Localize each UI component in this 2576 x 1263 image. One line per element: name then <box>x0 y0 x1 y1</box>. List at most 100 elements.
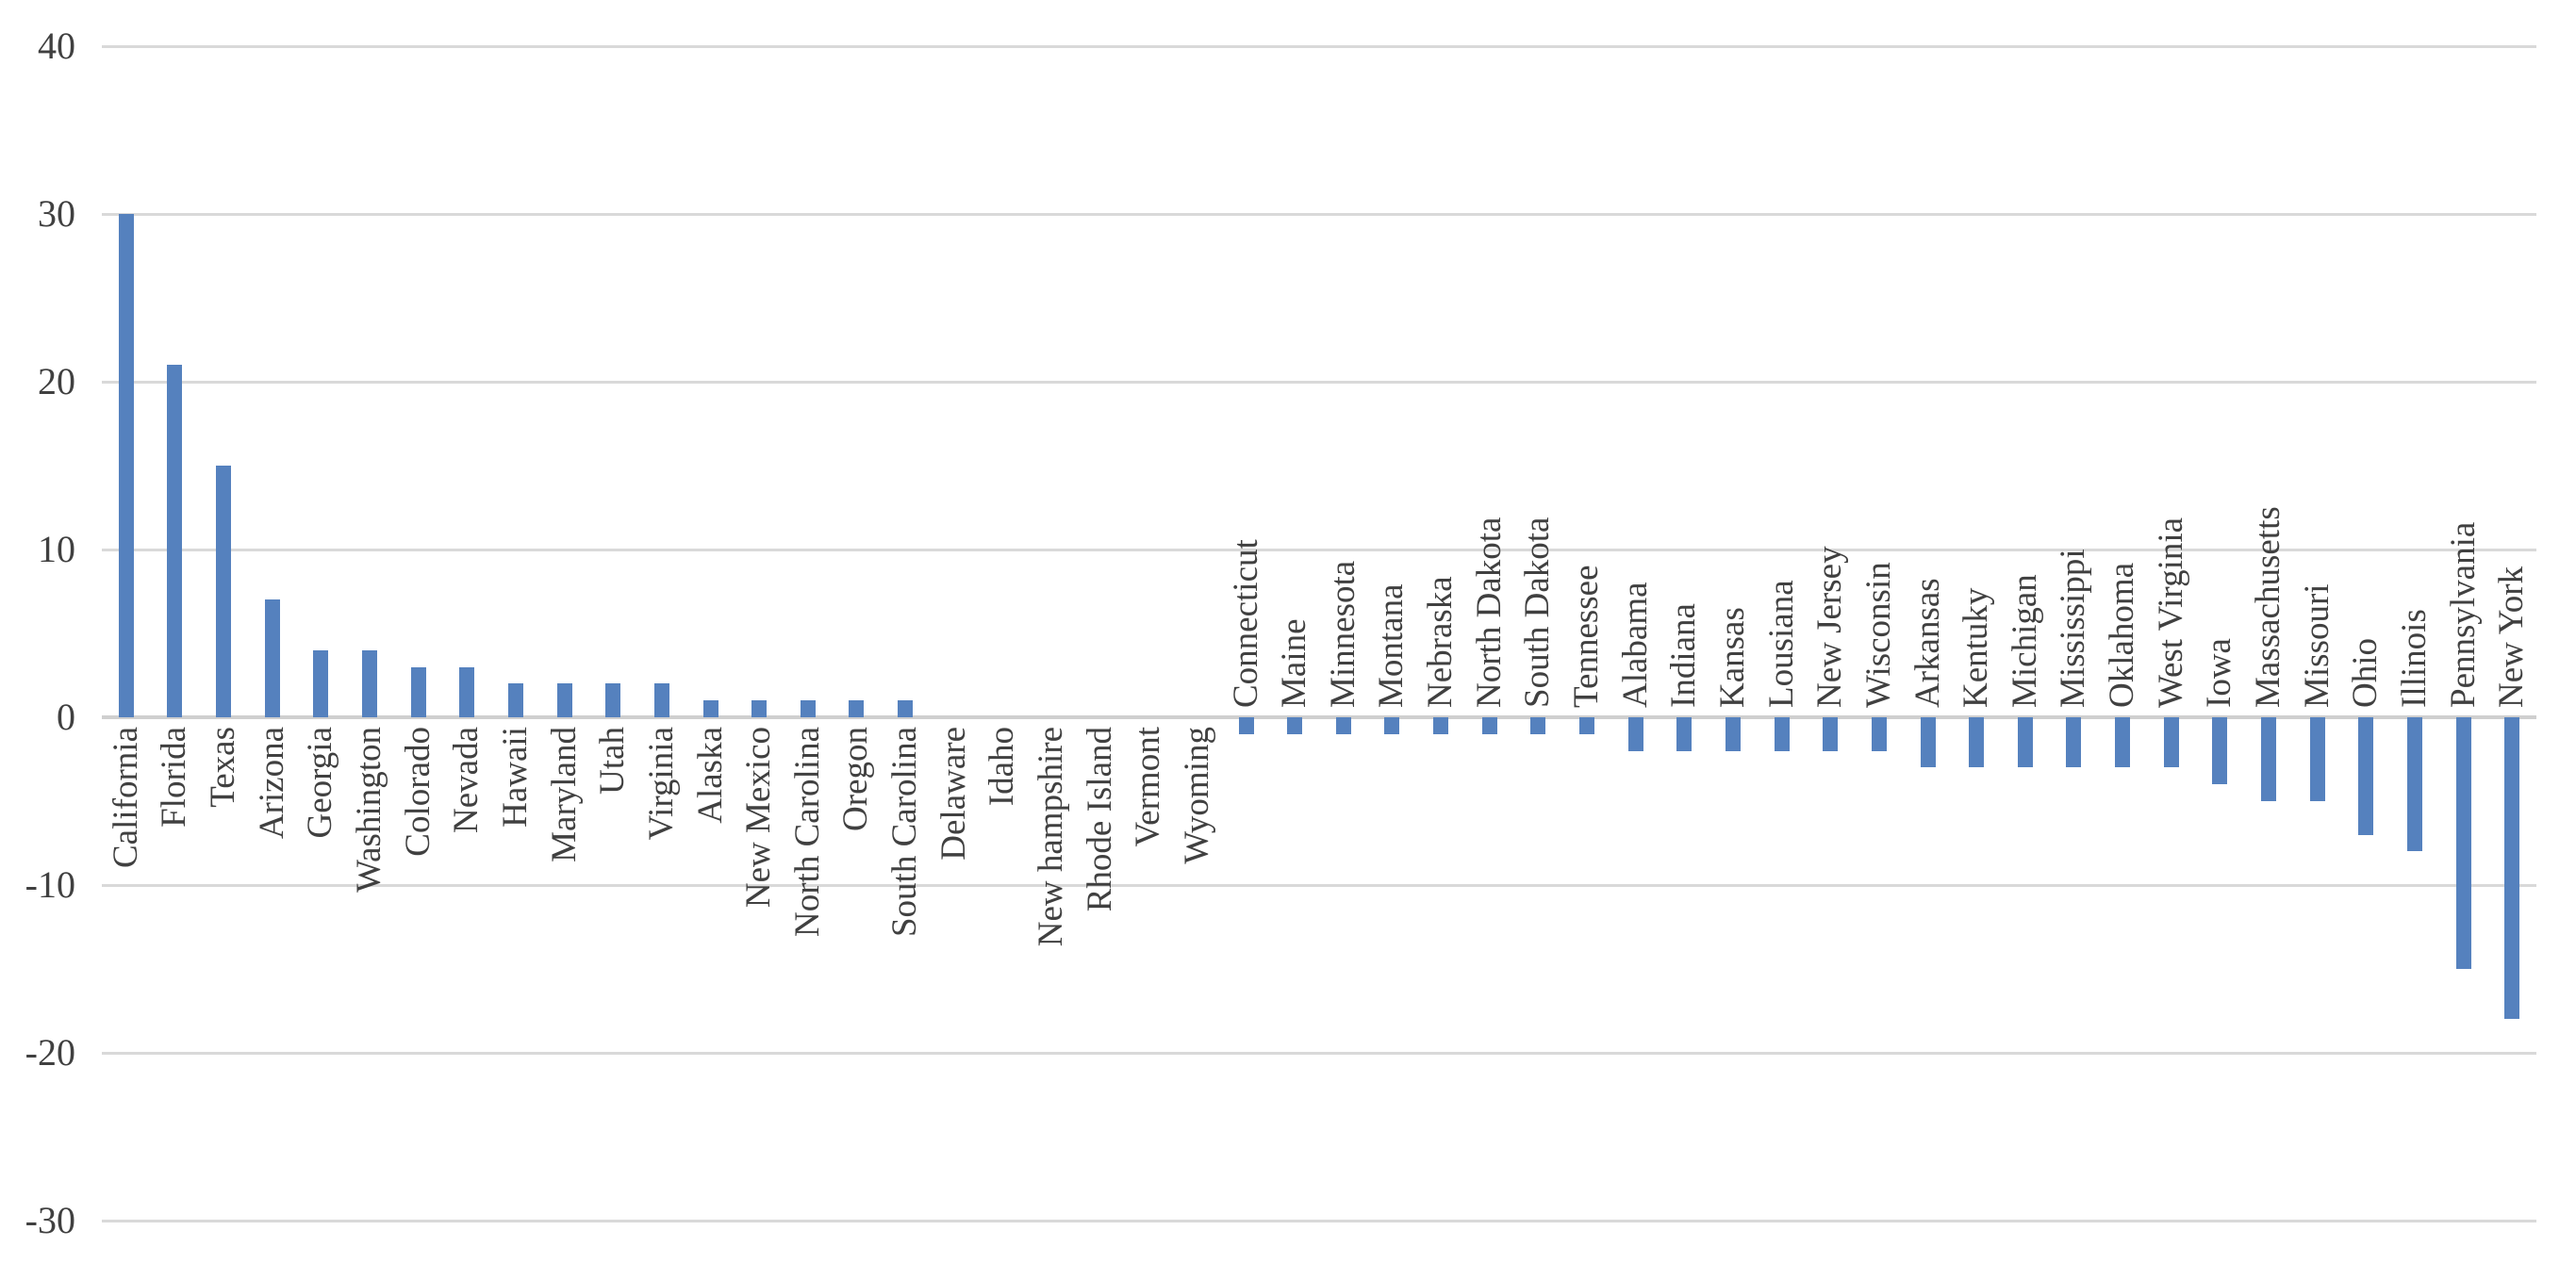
y-axis-tick-label: 20 <box>38 360 75 402</box>
category-label: Hawaii <box>495 727 535 828</box>
category-label: Georgia <box>301 727 340 839</box>
bar <box>2163 717 2179 768</box>
gridline <box>102 44 2536 48</box>
y-axis-tick-label: 10 <box>38 528 75 570</box>
bar <box>1969 717 1985 768</box>
bar <box>1627 717 1643 751</box>
category-label: New hampshire <box>1031 727 1070 947</box>
bar <box>216 466 232 717</box>
category-label: Alaska <box>690 727 730 824</box>
category-label: Minnesota <box>1323 560 1362 708</box>
gridline <box>102 380 2536 384</box>
bar <box>313 649 329 717</box>
bar <box>2017 717 2033 768</box>
y-axis-tick-label: -10 <box>25 863 75 906</box>
bar <box>1725 717 1741 751</box>
category-label: Oklahoma <box>2103 562 2142 708</box>
x-axis-line <box>102 715 2536 719</box>
bar <box>2406 717 2422 852</box>
category-label: West Virginia <box>2151 517 2190 708</box>
category-label: Montana <box>1372 583 1412 708</box>
category-label: Mississippi <box>2054 549 2093 708</box>
bar <box>1871 717 1887 751</box>
bar <box>751 700 768 717</box>
category-label: Kentuky <box>1957 587 1996 708</box>
y-axis-tick-label: -20 <box>25 1031 75 1074</box>
category-label: North Dakota <box>1469 517 1509 708</box>
category-label: South Carolina <box>885 727 925 938</box>
category-label: Arizona <box>252 727 291 840</box>
category-label: Nevada <box>447 727 487 833</box>
category-label: Vermont <box>1129 727 1168 847</box>
category-label: Nebraska <box>1421 576 1461 708</box>
category-label: Iowa <box>2200 638 2239 708</box>
bar <box>1823 717 1839 751</box>
category-label: South Dakota <box>1518 517 1558 708</box>
bar <box>2309 717 2325 801</box>
category-label: Arkansas <box>1907 578 1947 708</box>
bar <box>1481 717 1497 734</box>
gridline <box>102 212 2536 216</box>
bar <box>556 683 572 717</box>
bar <box>1774 717 1790 751</box>
category-label: Maine <box>1275 618 1314 708</box>
bar <box>2212 717 2228 785</box>
category-label: Kansas <box>1712 607 1752 708</box>
category-label: Indiana <box>1664 603 1704 708</box>
bar <box>898 700 914 717</box>
gridline <box>102 1219 2536 1222</box>
bar <box>2066 717 2082 768</box>
bar <box>1920 717 1936 768</box>
category-label: Wisconsin <box>1858 562 1898 708</box>
y-axis-tick-label: -30 <box>25 1199 75 1241</box>
bar <box>653 683 669 717</box>
bar <box>1579 717 1595 734</box>
bar <box>362 649 378 717</box>
bar <box>2455 717 2471 969</box>
bar <box>1238 717 1254 734</box>
category-label: Lousiana <box>1761 580 1801 708</box>
category-label: Virginia <box>641 727 681 841</box>
category-label: New Jersey <box>1810 546 1850 708</box>
bar <box>849 700 865 717</box>
category-label: Colorado <box>398 727 438 857</box>
bar <box>507 683 523 717</box>
bar <box>605 683 621 717</box>
bar <box>2260 717 2276 801</box>
category-label: Ohio <box>2346 638 2386 708</box>
category-label: Alabama <box>1615 582 1655 708</box>
category-label: Washington <box>350 727 389 893</box>
bar <box>1335 717 1351 734</box>
category-label: Oregon <box>836 727 876 831</box>
category-label: Michigan <box>2005 574 2044 708</box>
category-label: Texas <box>204 727 243 808</box>
bar <box>459 666 475 717</box>
bar <box>1287 717 1303 734</box>
gridline <box>102 548 2536 551</box>
category-label: Florida <box>155 727 194 828</box>
category-label: Utah <box>593 727 633 795</box>
category-label: Rhode Island <box>1080 727 1119 912</box>
category-label: Pennsylvania <box>2443 521 2483 708</box>
bar <box>264 599 280 717</box>
category-label: Illinois <box>2394 609 2434 708</box>
category-label: Wyoming <box>1177 727 1216 864</box>
bar <box>2358 717 2374 835</box>
bar <box>1433 717 1449 734</box>
y-axis-tick-label: 30 <box>38 192 75 235</box>
bar <box>167 365 183 717</box>
category-label: Massachusetts <box>2248 506 2287 708</box>
category-label: Idaho <box>983 727 1022 807</box>
gridline <box>102 883 2536 887</box>
bar <box>1530 717 1546 734</box>
bar <box>410 666 426 717</box>
bar <box>2115 717 2131 768</box>
bar <box>702 700 718 717</box>
bar <box>1676 717 1693 751</box>
bar <box>118 214 134 717</box>
